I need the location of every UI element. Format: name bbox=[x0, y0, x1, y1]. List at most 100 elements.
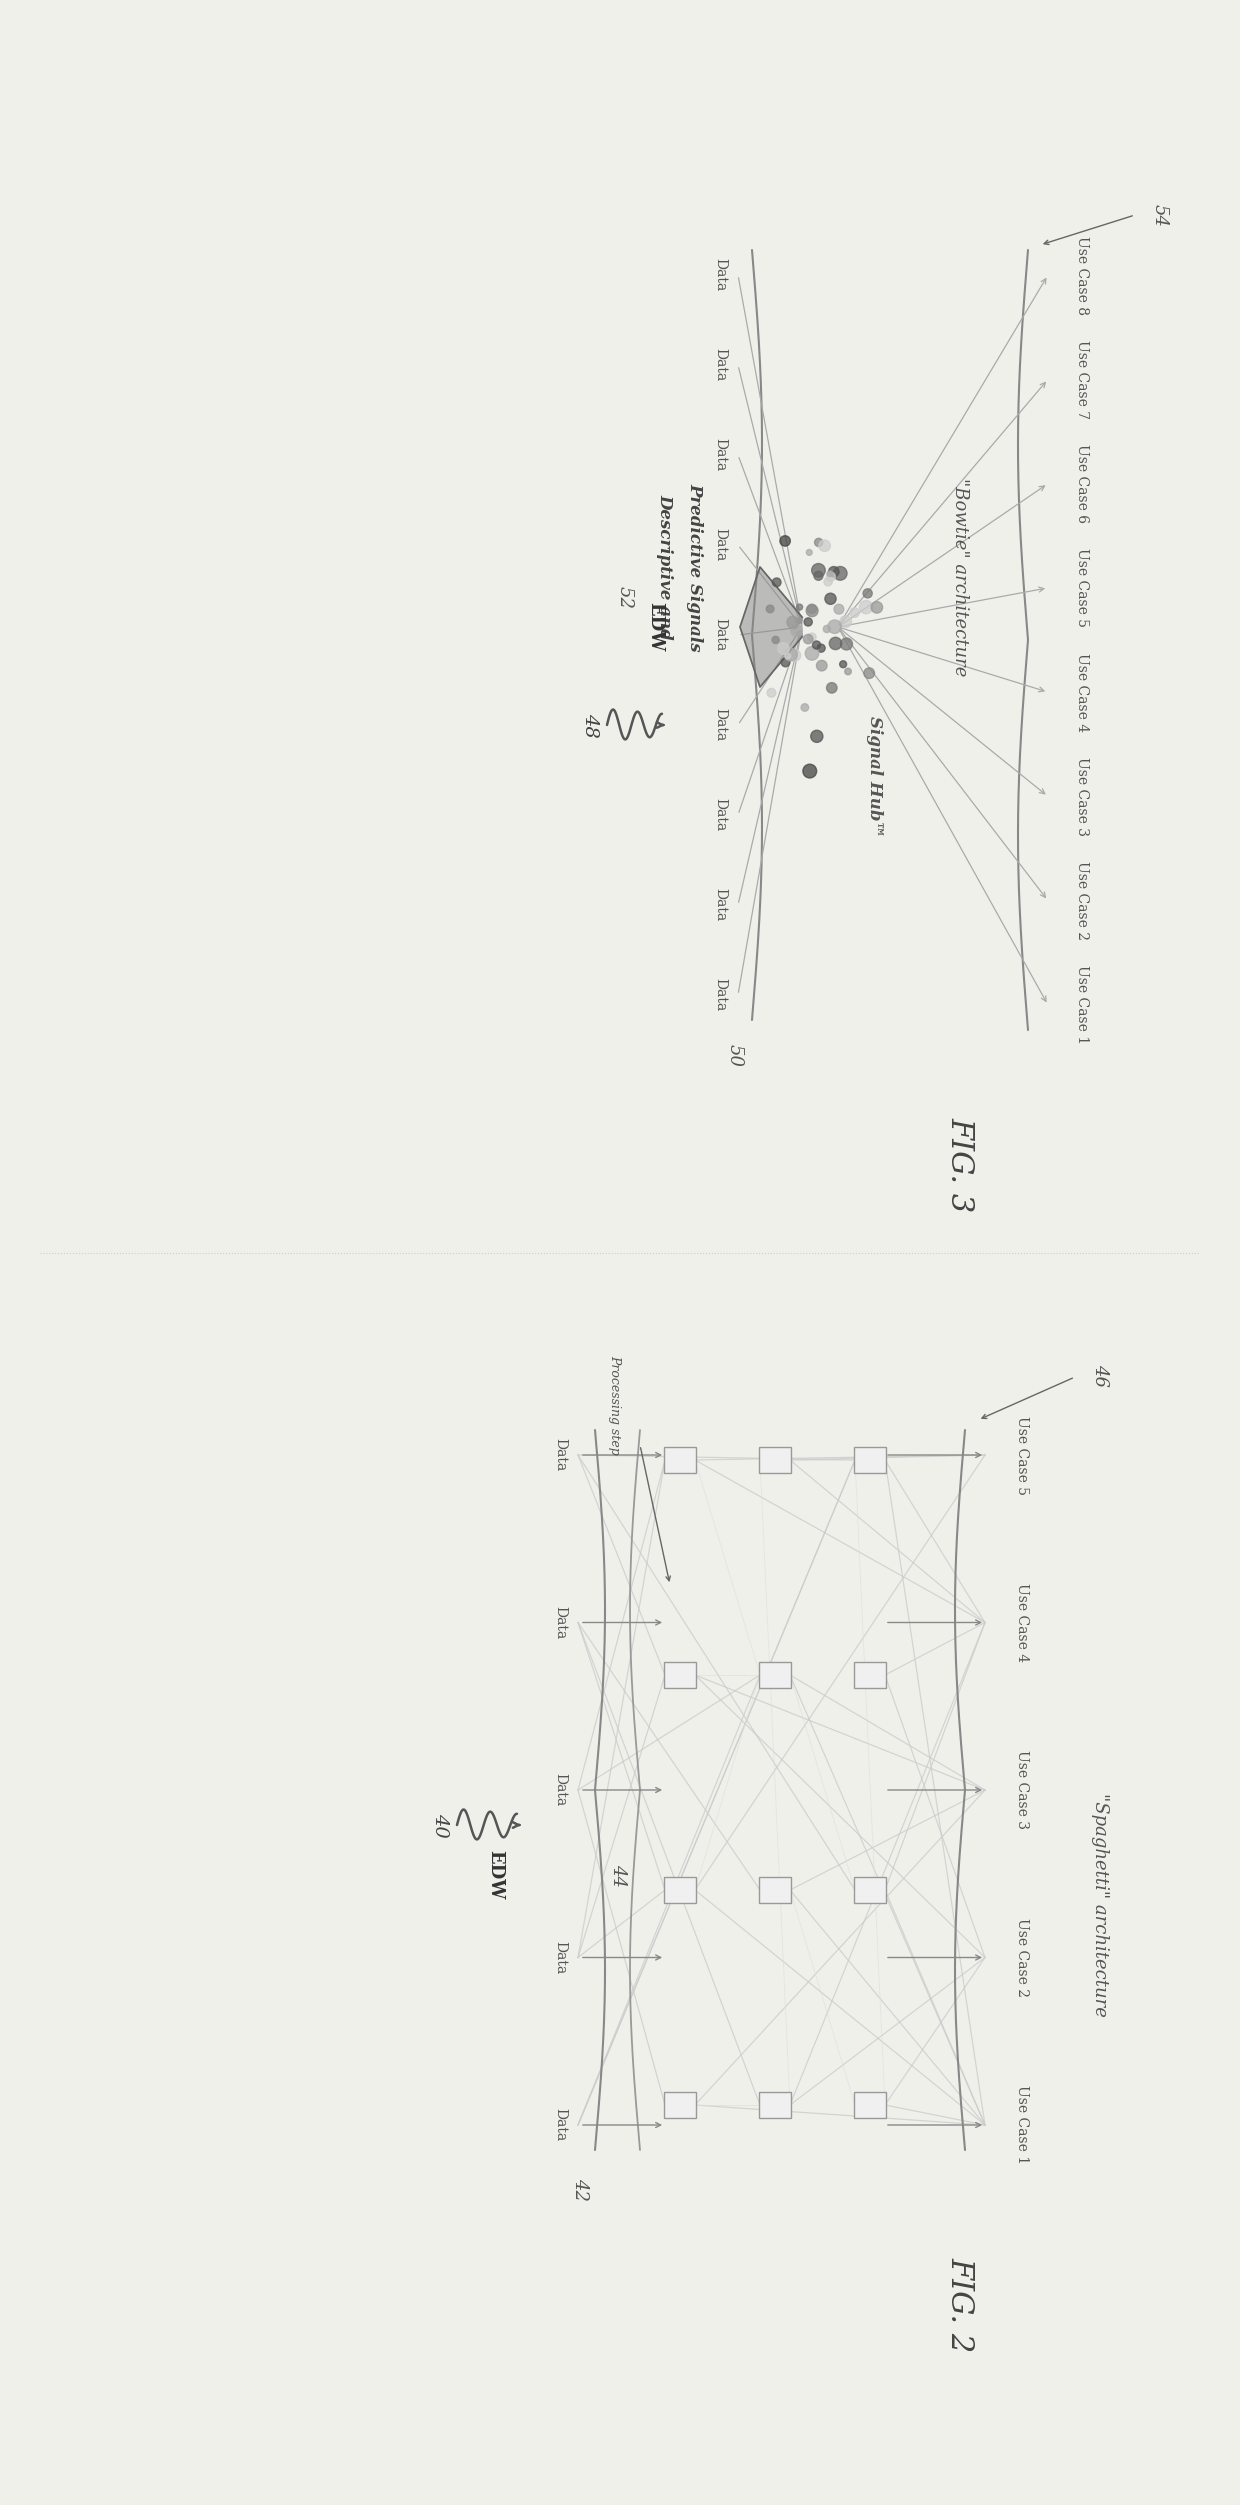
Point bbox=[775, 641, 795, 681]
Point bbox=[800, 534, 820, 574]
Point bbox=[844, 594, 864, 634]
Point bbox=[760, 589, 780, 629]
Point bbox=[808, 556, 828, 596]
Text: 48: 48 bbox=[582, 711, 599, 736]
Point bbox=[820, 554, 839, 594]
Text: Data: Data bbox=[713, 438, 727, 471]
Text: Predictive Signals: Predictive Signals bbox=[687, 483, 703, 651]
Text: Data: Data bbox=[713, 799, 727, 832]
Text: 40: 40 bbox=[432, 1814, 449, 1836]
Point bbox=[802, 616, 822, 656]
Point bbox=[838, 651, 858, 691]
Text: Data: Data bbox=[713, 529, 727, 561]
Text: Signal Hub™: Signal Hub™ bbox=[867, 716, 883, 837]
Point bbox=[825, 606, 844, 646]
Point bbox=[782, 601, 802, 641]
Text: FIG. 3: FIG. 3 bbox=[945, 1117, 976, 1212]
Text: Use Case 4: Use Case 4 bbox=[1075, 654, 1089, 731]
Text: Processing step: Processing step bbox=[609, 1355, 621, 1455]
Point bbox=[867, 586, 887, 626]
Point bbox=[777, 636, 797, 676]
Point bbox=[859, 654, 879, 694]
Point bbox=[823, 551, 843, 591]
Text: Use Case 6: Use Case 6 bbox=[1075, 443, 1089, 524]
Point bbox=[802, 589, 822, 629]
Text: Data: Data bbox=[713, 619, 727, 651]
Point bbox=[858, 574, 878, 614]
Text: Data: Data bbox=[553, 1941, 567, 1974]
Text: Descriptive and: Descriptive and bbox=[656, 493, 673, 639]
Text: Use Case 2: Use Case 2 bbox=[1016, 1919, 1029, 1996]
Text: Data: Data bbox=[553, 2109, 567, 2142]
FancyBboxPatch shape bbox=[663, 1876, 696, 1904]
Text: 46: 46 bbox=[1091, 1363, 1109, 1385]
Point bbox=[808, 524, 828, 564]
Point bbox=[774, 629, 794, 669]
Text: 52: 52 bbox=[616, 586, 634, 609]
Point bbox=[766, 561, 786, 601]
Text: Data: Data bbox=[553, 1774, 567, 1806]
Text: 44: 44 bbox=[609, 1864, 627, 1886]
Text: "Bowtie" architecture: "Bowtie" architecture bbox=[951, 478, 968, 676]
Text: FIG. 2: FIG. 2 bbox=[945, 2257, 976, 2352]
Point bbox=[821, 579, 841, 619]
Point bbox=[812, 646, 832, 686]
FancyBboxPatch shape bbox=[663, 2092, 696, 2119]
Point bbox=[807, 716, 827, 757]
Point bbox=[833, 644, 853, 684]
Point bbox=[807, 624, 827, 664]
FancyBboxPatch shape bbox=[759, 1661, 791, 1688]
FancyBboxPatch shape bbox=[854, 1448, 887, 1473]
Text: Data: Data bbox=[713, 889, 727, 922]
Point bbox=[831, 554, 851, 594]
Text: Use Case 3: Use Case 3 bbox=[1075, 757, 1089, 837]
Text: Data: Data bbox=[713, 709, 727, 741]
FancyBboxPatch shape bbox=[663, 1661, 696, 1688]
Text: Use Case 2: Use Case 2 bbox=[1075, 862, 1089, 939]
Text: Use Case 5: Use Case 5 bbox=[1016, 1415, 1029, 1495]
Text: Data: Data bbox=[713, 348, 727, 381]
Point bbox=[766, 619, 786, 659]
Point bbox=[775, 521, 795, 561]
FancyBboxPatch shape bbox=[759, 1876, 791, 1904]
Point bbox=[815, 526, 835, 566]
Point bbox=[808, 551, 828, 591]
Text: Use Case 1: Use Case 1 bbox=[1075, 964, 1089, 1045]
Text: 54: 54 bbox=[1151, 203, 1169, 225]
Point bbox=[826, 624, 846, 664]
Text: Use Case 3: Use Case 3 bbox=[1016, 1751, 1029, 1829]
Point bbox=[822, 669, 842, 709]
FancyBboxPatch shape bbox=[759, 1448, 791, 1473]
Point bbox=[830, 589, 849, 629]
Text: "Spaghetti" architecture: "Spaghetti" architecture bbox=[1091, 1794, 1109, 2017]
FancyBboxPatch shape bbox=[854, 1661, 887, 1688]
FancyBboxPatch shape bbox=[759, 2092, 791, 2119]
Point bbox=[800, 752, 820, 792]
Text: Use Case 8: Use Case 8 bbox=[1075, 235, 1089, 316]
Text: Data: Data bbox=[713, 979, 727, 1012]
Point bbox=[837, 624, 857, 664]
Point bbox=[761, 674, 781, 714]
Point bbox=[785, 636, 805, 676]
Point bbox=[799, 601, 818, 641]
Text: EDW: EDW bbox=[646, 601, 663, 651]
Point bbox=[817, 609, 837, 649]
Point bbox=[818, 561, 838, 601]
FancyBboxPatch shape bbox=[854, 1876, 887, 1904]
Text: Data: Data bbox=[553, 1438, 567, 1470]
Text: 50: 50 bbox=[725, 1045, 744, 1067]
Point bbox=[799, 619, 818, 659]
Text: Use Case 4: Use Case 4 bbox=[1016, 1583, 1029, 1661]
Point bbox=[790, 586, 810, 626]
Point bbox=[786, 611, 806, 651]
FancyBboxPatch shape bbox=[854, 2092, 887, 2119]
Point bbox=[836, 601, 856, 641]
Text: Use Case 7: Use Case 7 bbox=[1075, 341, 1089, 418]
Text: Data: Data bbox=[553, 1606, 567, 1638]
Point bbox=[856, 586, 875, 626]
Point bbox=[802, 634, 822, 674]
Point bbox=[802, 591, 822, 631]
Point bbox=[811, 629, 831, 669]
Text: 42: 42 bbox=[570, 2179, 589, 2202]
Point bbox=[795, 686, 815, 726]
